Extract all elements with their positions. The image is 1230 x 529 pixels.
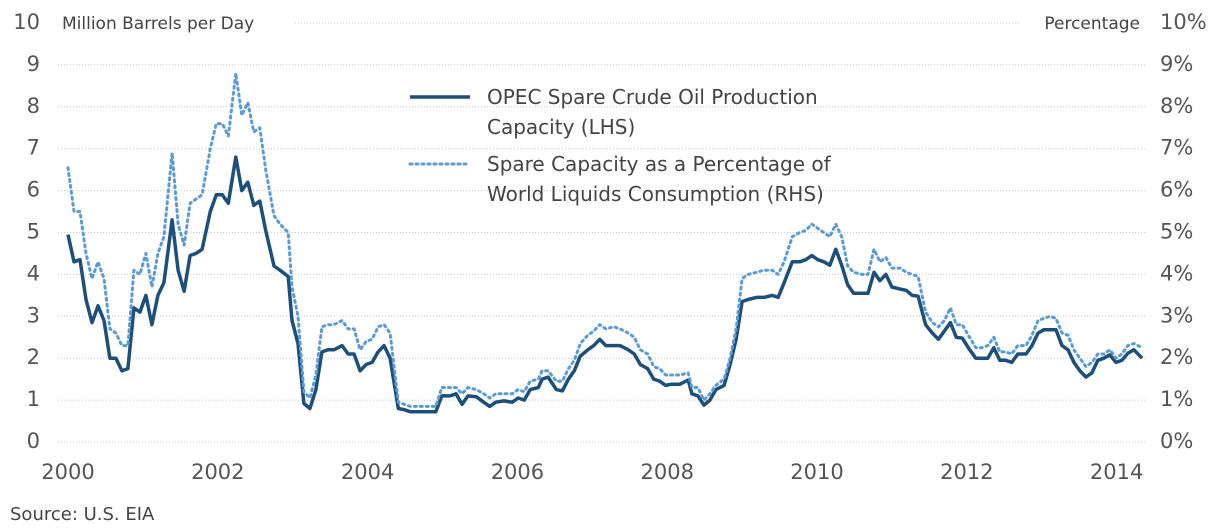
x-tick-label: 2002 xyxy=(191,460,244,484)
y-tick-label: 6 xyxy=(27,178,40,202)
y2-tick-label: 9% xyxy=(1160,52,1193,76)
y2-tick-label: 4% xyxy=(1160,261,1193,285)
y-tick-label: 0 xyxy=(27,429,40,453)
y2-tick-label: 2% xyxy=(1160,345,1193,369)
series-line xyxy=(66,71,1144,408)
y-tick-label: 8 xyxy=(27,94,40,118)
y2-tick-label: 3% xyxy=(1160,303,1193,327)
y-tick-label: 10 xyxy=(13,10,40,34)
y-tick-label: 3 xyxy=(27,303,40,327)
y-tick-label: 5 xyxy=(27,220,40,244)
source: Source: U.S. EIA xyxy=(10,504,155,525)
y-tick-label: 4 xyxy=(27,261,40,285)
y-tick-label: 2 xyxy=(27,345,40,369)
series-line xyxy=(66,155,1144,414)
y2-tick-label: 0% xyxy=(1160,429,1193,453)
y2-tick-label: 7% xyxy=(1160,136,1193,160)
x-tick-label: 2010 xyxy=(790,460,843,484)
grid xyxy=(58,22,1146,443)
x-tick-label: 2006 xyxy=(491,460,544,484)
y2-tick-label: 5% xyxy=(1160,220,1193,244)
y2-axis-label: Percentage xyxy=(1044,14,1140,34)
label-bg xyxy=(58,10,293,36)
y-axis-label: Million Barrels per Day xyxy=(62,14,254,34)
x-tick-label: 2014 xyxy=(1090,460,1143,484)
y2-tick-label: 10% xyxy=(1160,10,1207,34)
legend-label: OPEC Spare Crude Oil Production Capacity… xyxy=(487,85,818,139)
x-tick-label: 2012 xyxy=(940,460,993,484)
legend-label: Spare Capacity as a Percentage of World … xyxy=(487,152,831,206)
y2-tick-label: 8% xyxy=(1160,94,1193,118)
y2-tick-label: 1% xyxy=(1160,387,1193,411)
y-tick-label: 1 xyxy=(27,387,40,411)
x-tick-label: 2000 xyxy=(41,460,94,484)
y-tick-label: 7 xyxy=(27,136,40,160)
x-tick-label: 2004 xyxy=(341,460,394,484)
y-tick-label: 9 xyxy=(27,52,40,76)
x-tick-label: 2008 xyxy=(640,460,693,484)
label-bg xyxy=(1020,10,1146,36)
y2-tick-label: 6% xyxy=(1160,178,1193,202)
